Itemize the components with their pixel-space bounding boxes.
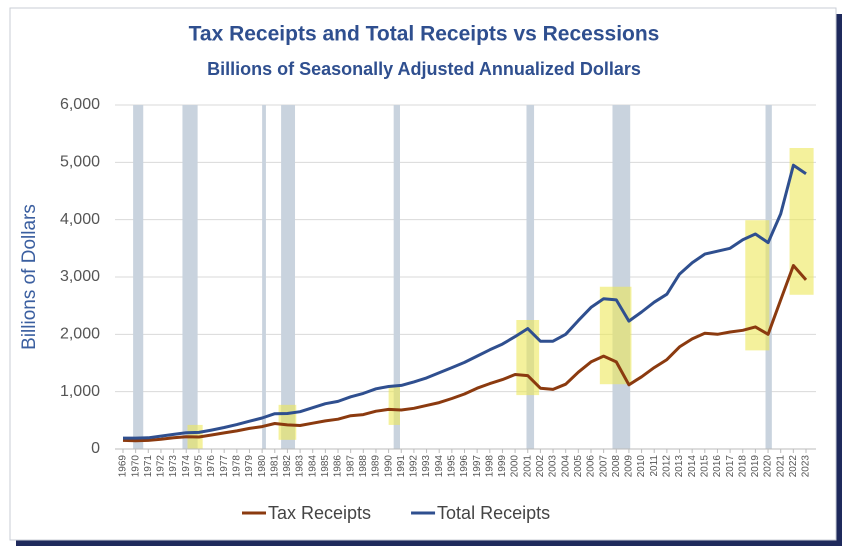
- frame: [9, 7, 837, 541]
- y-tick-label: 6,000: [60, 96, 100, 113]
- legend-item: Tax Receipts: [242, 503, 371, 523]
- x-tick-label: 2009: [624, 455, 635, 478]
- legend-label: Total Receipts: [437, 503, 550, 523]
- x-tick-label: 2010: [636, 455, 647, 478]
- x-tick-label: 1991: [396, 455, 407, 478]
- highlight-box: [599, 286, 632, 385]
- x-tick-label: 1987: [345, 455, 356, 478]
- x-tick-label: 1969: [118, 455, 129, 478]
- x-tick-label: 1971: [143, 455, 154, 478]
- x-tick-label: 1970: [130, 455, 141, 478]
- x-tick-label: 2019: [750, 455, 761, 478]
- recession-band: [393, 105, 400, 449]
- x-tick-label: 2014: [687, 455, 698, 478]
- x-tick-label: 2003: [548, 455, 559, 478]
- x-tick-label: 1979: [244, 455, 255, 478]
- x-tick-label: 1996: [459, 455, 470, 478]
- highlight-box: [388, 385, 400, 425]
- x-tick-label: 1993: [421, 455, 432, 478]
- x-tick-label: 1972: [156, 455, 167, 478]
- highlight-box: [278, 404, 297, 440]
- x-tick-label: 1975: [194, 455, 205, 478]
- x-tick-label: 2011: [649, 455, 660, 477]
- y-tick-label: 2,000: [60, 326, 100, 343]
- x-tick-label: 1973: [168, 455, 179, 478]
- x-tick-label: 1981: [269, 455, 280, 478]
- x-tick-label: 1984: [307, 455, 318, 478]
- x-tick-label: 1992: [409, 455, 420, 478]
- series-line: [122, 264, 808, 443]
- recession-band: [281, 105, 296, 449]
- x-tick-label: 2012: [662, 455, 673, 478]
- x-tick-label: 1988: [358, 455, 369, 478]
- x-tick-label: 1985: [320, 455, 331, 478]
- recession-band: [133, 105, 144, 449]
- y-tick-label: 0: [91, 440, 100, 457]
- x-tick-label: 2004: [560, 455, 571, 478]
- recession-band: [612, 105, 631, 449]
- x-tick-label: 2006: [586, 455, 597, 478]
- x-tick-label: 1999: [497, 455, 508, 478]
- x-tick-label: 2007: [598, 455, 609, 478]
- x-tick-label: 2021: [775, 455, 786, 478]
- x-tick-label: 2000: [510, 455, 521, 478]
- x-tick-label: 1974: [181, 455, 192, 478]
- x-tick-label: 1982: [282, 455, 293, 478]
- y-tick-label: 1,000: [60, 383, 100, 400]
- x-tick-label: 1989: [371, 455, 382, 478]
- x-tick-label: 2016: [712, 455, 723, 478]
- x-tick-label: 1986: [333, 455, 344, 478]
- y-tick-label: 5,000: [60, 154, 100, 171]
- x-tick-label: 1990: [383, 455, 394, 478]
- x-tick-label: 2002: [535, 455, 546, 478]
- x-tick-label: 2013: [674, 455, 685, 478]
- x-tick-label: 2020: [763, 455, 774, 478]
- chart-title: Tax Receipts and Total Receipts vs Reces…: [189, 23, 660, 46]
- x-tick-label: 1995: [446, 455, 457, 478]
- x-tick-label: 2008: [611, 455, 622, 478]
- x-tick-label: 1978: [231, 455, 242, 478]
- chart-subtitle: Billions of Seasonally Adjusted Annualiz…: [207, 59, 641, 79]
- x-tick-label: 1977: [219, 455, 230, 478]
- x-tick-label: 2005: [573, 455, 584, 478]
- x-tick-label: 2018: [737, 455, 748, 478]
- x-tick-label: 2023: [801, 455, 812, 478]
- legend-item: Total Receipts: [411, 503, 550, 523]
- x-tick-label: 1998: [484, 455, 495, 478]
- x-tick-label: 1997: [472, 455, 483, 478]
- y-tick-label: 3,000: [60, 268, 100, 285]
- recession-band: [526, 105, 535, 449]
- legend-label: Tax Receipts: [268, 503, 371, 523]
- series-line: [123, 163, 807, 440]
- recession-band: [262, 105, 266, 449]
- x-tick-label: 2001: [522, 455, 533, 478]
- x-tick-label: 1994: [434, 455, 445, 478]
- x-tick-label: 1976: [206, 455, 217, 478]
- x-tick-label: 2015: [699, 455, 710, 478]
- y-tick-label: 4,000: [60, 211, 100, 228]
- x-tick-label: 1980: [257, 455, 268, 478]
- y-axis-label: Billions of Dollars: [19, 204, 40, 350]
- x-tick-label: 1983: [295, 455, 306, 478]
- x-tick-label: 2017: [725, 455, 736, 478]
- recession-band: [182, 105, 198, 449]
- x-tick-label: 2022: [788, 455, 799, 478]
